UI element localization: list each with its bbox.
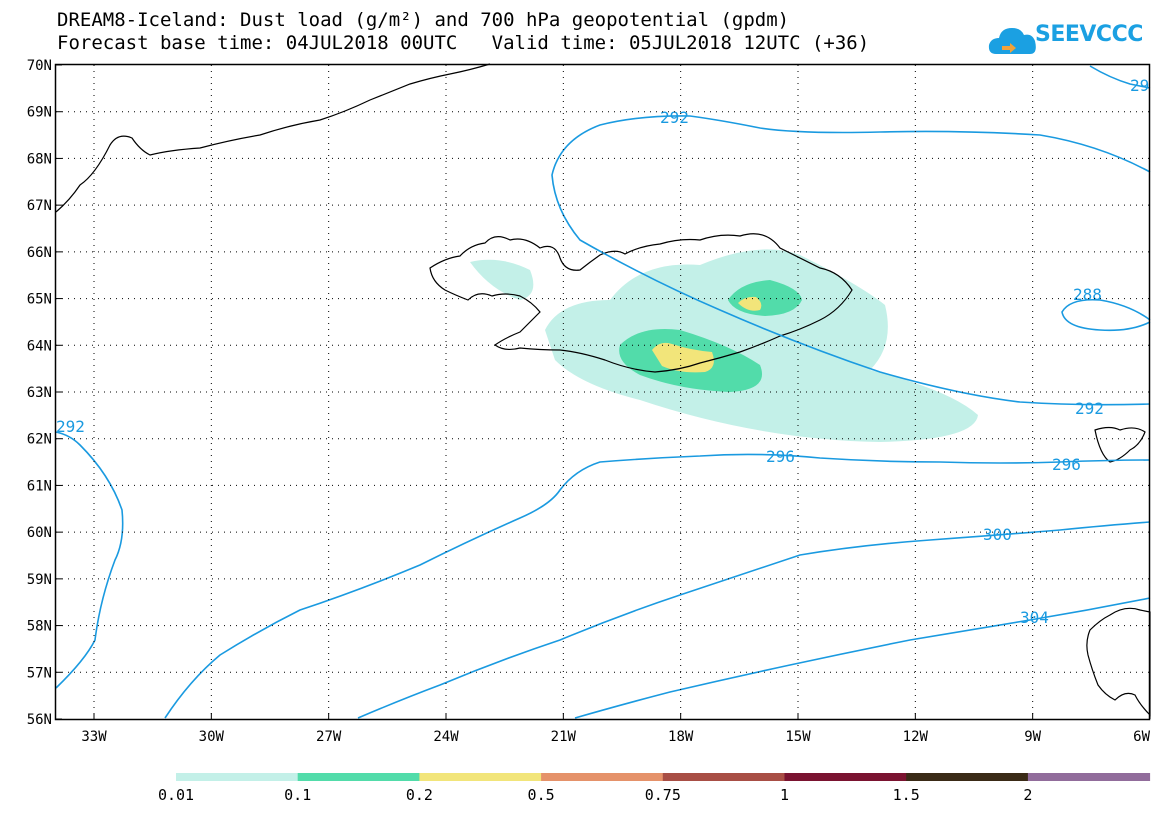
- latitude-label: 59N: [27, 572, 52, 588]
- latitude-label: 66N: [27, 245, 52, 261]
- legend-swatch: [541, 773, 664, 781]
- legend-label: 1: [780, 786, 789, 804]
- legend-swatch: [1027, 773, 1151, 781]
- contour-label: 292: [56, 417, 85, 436]
- legend-swatch: [176, 773, 299, 781]
- latitude-label: 57N: [27, 665, 52, 681]
- latitude-label: 64N: [27, 338, 52, 354]
- chart-title: DREAM8-Iceland: Dust load (g/m²) and 700…: [57, 9, 790, 31]
- latitude-label: 67N: [27, 198, 52, 214]
- contour-label: 29: [1130, 76, 1149, 95]
- latitude-label: 68N: [27, 151, 52, 167]
- legend-label: 0.01: [158, 786, 194, 804]
- contour-label: 288: [1073, 285, 1102, 304]
- longitude-label: 18W: [668, 729, 694, 745]
- longitude-label: 12W: [903, 729, 929, 745]
- longitude-label: 33W: [81, 729, 107, 745]
- dust-load-shading: [470, 249, 978, 442]
- longitude-label: 27W: [316, 729, 342, 745]
- legend-label: 0.2: [406, 786, 433, 804]
- longitude-label: 21W: [551, 729, 577, 745]
- logo-text: SEEVCCC: [1035, 22, 1143, 47]
- contour-label: 292: [1075, 399, 1104, 418]
- latitude-label: 70N: [27, 58, 52, 74]
- longitude-label: 15W: [785, 729, 811, 745]
- contour-label: 296: [1052, 455, 1081, 474]
- legend-label: 1.5: [893, 786, 920, 804]
- longitude-label: 6W: [1133, 729, 1150, 745]
- legend-label: 0.1: [284, 786, 311, 804]
- legend-swatch: [662, 773, 785, 781]
- latitude-label: 60N: [27, 525, 52, 541]
- contour-label: 292: [660, 108, 689, 127]
- map-frame: [54, 63, 1151, 721]
- graticule: [56, 65, 1150, 719]
- longitude-label: 30W: [199, 729, 225, 745]
- latitude-label: 61N: [27, 478, 52, 494]
- contour-label: 296: [766, 447, 795, 466]
- latitude-label: 65N: [27, 292, 52, 308]
- longitude-label: 24W: [433, 729, 459, 745]
- forecast-time-subtitle: Forecast base time: 04JUL2018 00UTC Vali…: [57, 32, 870, 54]
- latitude-label: 62N: [27, 432, 52, 448]
- contour-label: 304: [1020, 608, 1049, 627]
- legend-swatch: [419, 773, 542, 781]
- contour-label: 300: [983, 525, 1012, 544]
- legend-swatch: [906, 773, 1029, 781]
- legend-swatch: [297, 773, 420, 781]
- legend-label: 0.5: [528, 786, 555, 804]
- legend-swatch: [784, 773, 907, 781]
- contour-labels: 292 292 288 292 296 296 300 304 29: [56, 76, 1149, 627]
- cloud-logo-icon: [988, 28, 1036, 54]
- latitude-label: 63N: [27, 385, 52, 401]
- longitude-labels: 33W 30W 27W 24W 21W 18W 15W 12W 9W 6W: [81, 713, 1151, 745]
- legend-label: 2: [1023, 786, 1032, 804]
- latitude-label: 56N: [27, 712, 52, 728]
- longitude-label: 9W: [1024, 729, 1041, 745]
- geopotential-contours: [55, 65, 1151, 719]
- legend-label: 0.75: [645, 786, 681, 804]
- coastlines: [55, 63, 1151, 717]
- latitude-labels: 70N 69N 68N 67N 66N 65N 64N 63N 62N 61N 60N 59N 58N 5…: [27, 58, 62, 728]
- latitude-label: 58N: [27, 619, 52, 635]
- latitude-label: 69N: [27, 105, 52, 121]
